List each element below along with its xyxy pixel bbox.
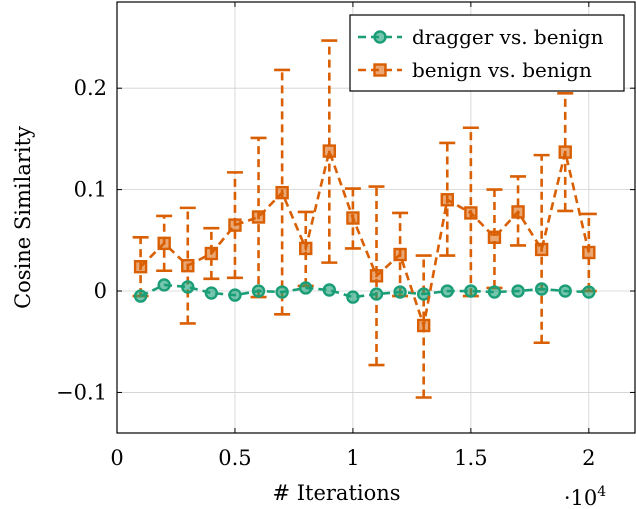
x-tick-label: 1	[346, 446, 359, 470]
data-point-circle	[582, 285, 596, 299]
x-axis-multiplier-base: ·10	[564, 486, 597, 509]
data-point-circle	[511, 284, 525, 298]
data-point-square	[251, 210, 266, 224]
legend-box	[349, 14, 625, 92]
series	[133, 144, 596, 333]
error-bars	[132, 39, 597, 399]
plot-frame	[116, 1, 636, 434]
data-point-square	[181, 258, 195, 273]
x-axis-multiplier-exponent: 4	[597, 484, 606, 500]
data-point-circle	[534, 282, 549, 296]
data-point-circle	[228, 288, 242, 302]
data-point-circle	[181, 280, 195, 294]
x-axis-label: # Iterations	[272, 481, 400, 505]
data-point-square	[299, 241, 313, 256]
data-point-circle	[133, 289, 148, 303]
legend-marker-square	[373, 63, 387, 77]
data-point-circle	[416, 287, 431, 301]
data-point-square	[558, 145, 572, 159]
y-axis-label: Cosine Similarity	[11, 126, 35, 309]
data-point-square	[416, 318, 431, 333]
data-point-circle	[369, 287, 384, 301]
x-axis-multiplier: ·104	[564, 484, 606, 509]
data-point-circle	[464, 284, 478, 298]
data-point-circle	[251, 284, 266, 298]
data-point-circle	[204, 286, 219, 300]
x-tick-label: 2	[582, 446, 595, 470]
legend-label: dragger vs. benign	[412, 25, 604, 49]
data-point-circle	[299, 281, 313, 295]
data-point-square	[511, 205, 525, 219]
data-point-square	[440, 193, 454, 207]
data-point-circle	[487, 285, 502, 299]
data-point-square	[228, 218, 242, 232]
x-tick-label: 1.5	[454, 446, 487, 470]
data-point-circle	[440, 284, 454, 298]
data-point-square	[346, 211, 360, 225]
y-tick-label: 0.2	[74, 76, 107, 100]
data-point-square	[369, 269, 384, 283]
data-point-circle	[393, 285, 407, 299]
data-point-square	[393, 247, 407, 262]
y-tick-label: 0	[94, 279, 107, 303]
x-tick-label: 0.5	[218, 446, 251, 470]
data-point-circle	[157, 278, 171, 292]
legend-marker-circle	[373, 30, 387, 44]
data-point-circle	[558, 284, 572, 298]
data-point-square	[464, 206, 478, 220]
legend: dragger vs. benign benign vs. benign	[349, 14, 625, 92]
data-point-square	[157, 236, 171, 251]
y-tick-label: 0.1	[74, 178, 107, 202]
data-point-square	[582, 245, 596, 260]
x-tick-label: 0	[110, 446, 123, 470]
data-point-circle	[346, 290, 360, 304]
data-point-square	[133, 259, 148, 274]
data-point-square	[534, 242, 549, 257]
data-point-circle	[322, 283, 337, 297]
data-point-square	[275, 185, 289, 200]
data-point-square	[204, 246, 219, 261]
axis-ticks: 0 0.5 1 1.5 2 −0.1 0 0.1 0.2	[56, 2, 635, 470]
y-tick-label: −0.1	[56, 380, 107, 404]
data-point-circle	[275, 285, 289, 299]
data-point-square	[322, 144, 337, 158]
data-point-square	[487, 230, 502, 244]
legend-label: benign vs. benign	[412, 58, 592, 82]
